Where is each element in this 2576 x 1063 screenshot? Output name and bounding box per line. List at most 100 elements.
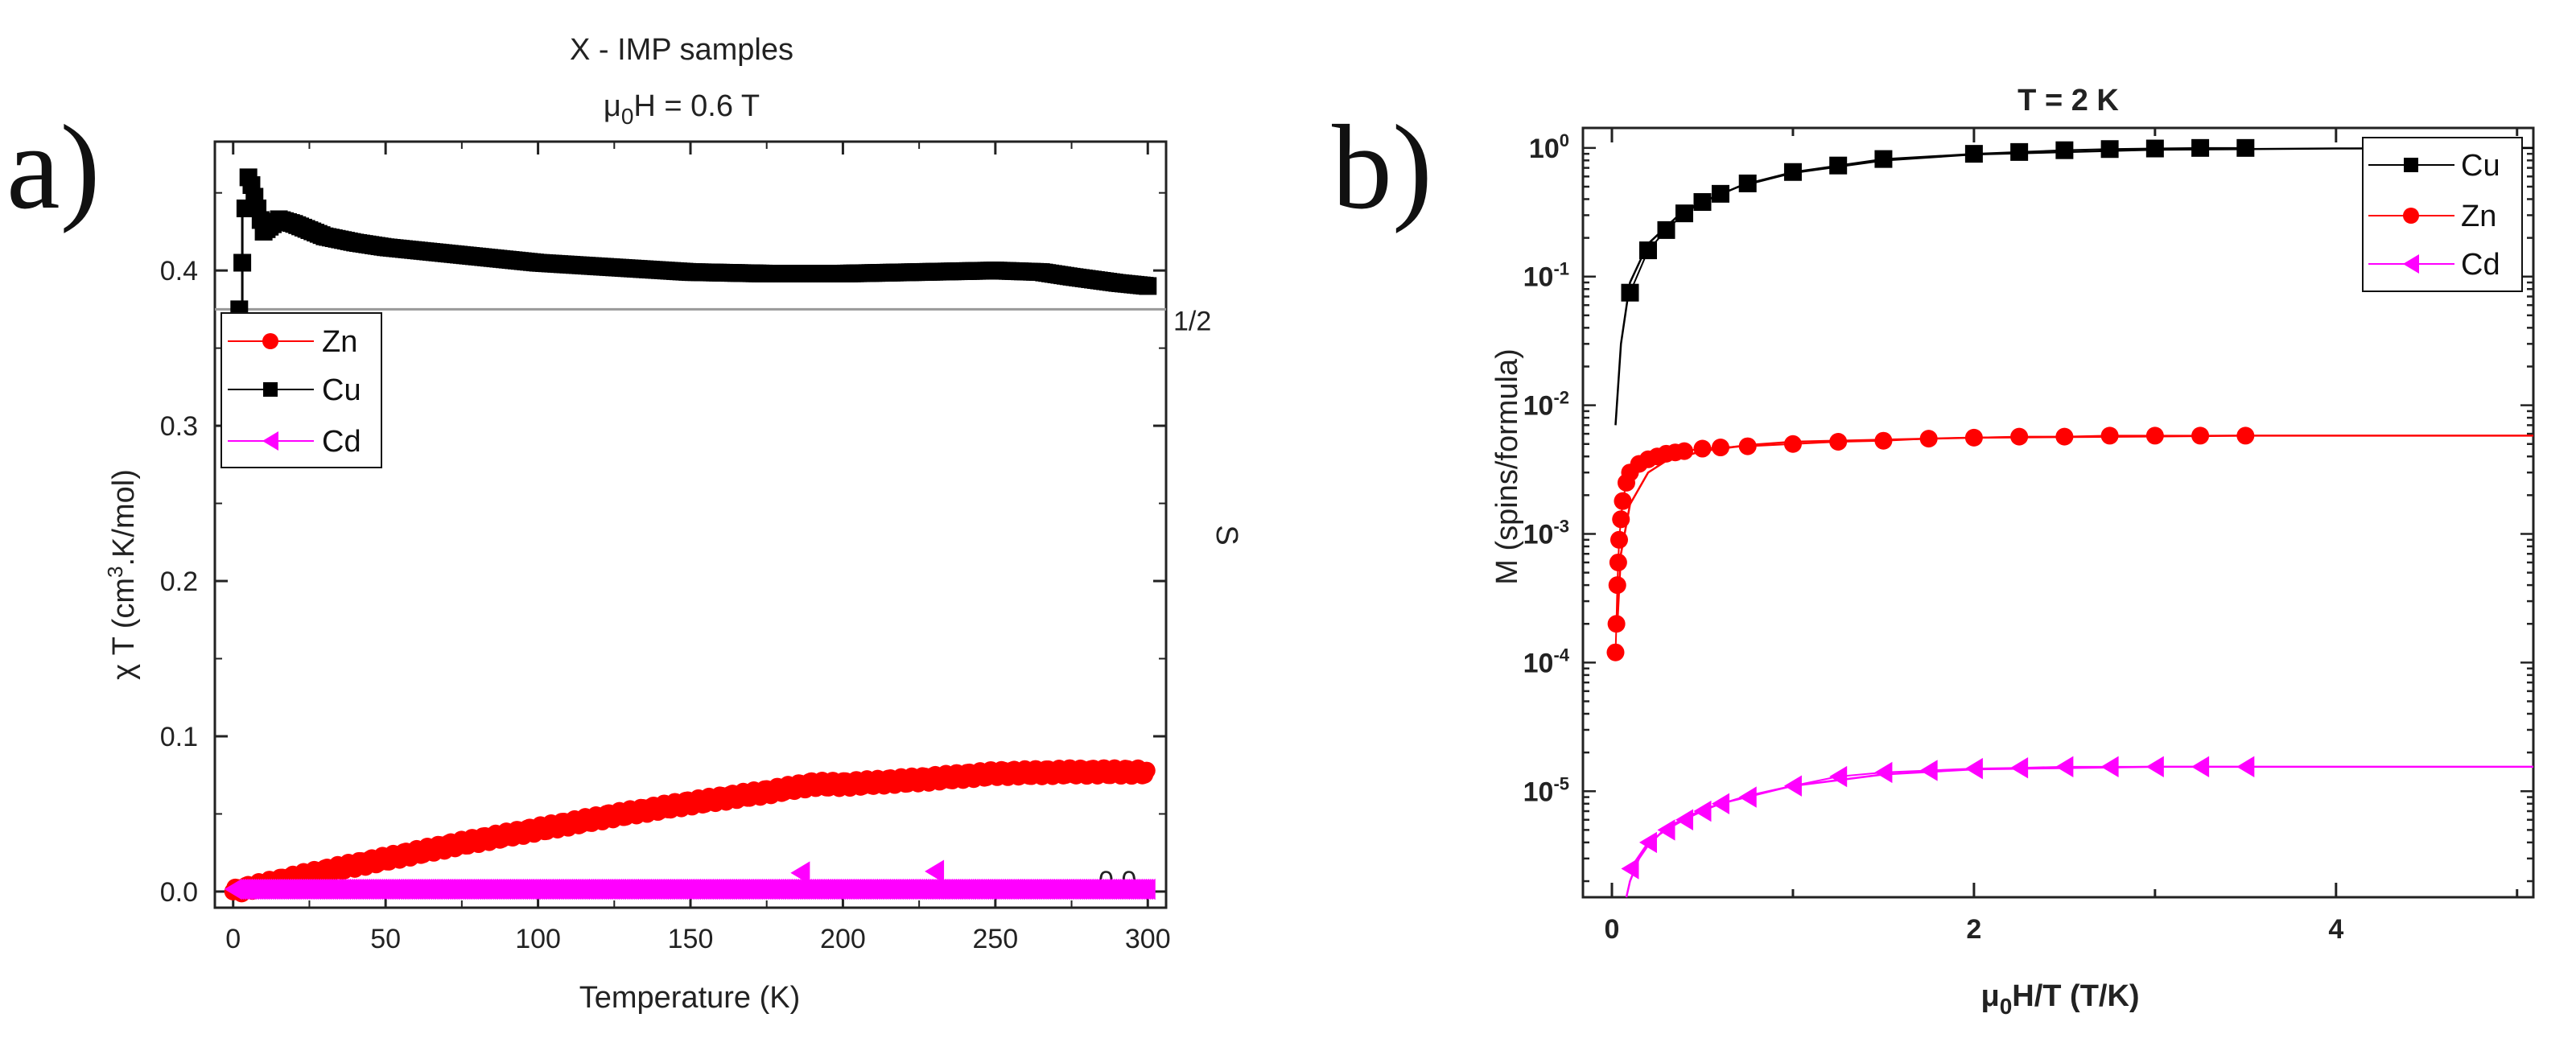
data-point-triangle (1783, 775, 1802, 797)
y-tick-label: 0.0 (160, 877, 198, 908)
square-marker-icon (2404, 158, 2418, 172)
data-point-square (2145, 139, 2164, 158)
series-line (1629, 765, 2246, 870)
data-point-circle (2055, 427, 2074, 446)
y-tick-label: 0.1 (160, 722, 198, 752)
data-point-circle (1829, 433, 1848, 451)
data-point-triangle (1675, 809, 1693, 830)
series-line (1614, 435, 2246, 653)
chart-b-title: T = 2 K (2018, 84, 2119, 117)
data-point-square (2100, 140, 2119, 159)
chart-a-xlabel: Temperature (K) (579, 981, 801, 1015)
data-point-triangle (2100, 756, 2119, 778)
data-point-circle (1919, 430, 1938, 448)
series-zn (224, 759, 1156, 903)
panel-label-a: a) (6, 101, 101, 234)
chart-a-legend: Zn Cu Cd (221, 312, 382, 468)
series-line (1629, 146, 2246, 294)
data-point-square (1693, 193, 1712, 212)
data-point-square (2010, 142, 2029, 161)
square-marker-icon (263, 382, 278, 397)
chart-b-legend: Cu Zn Cd (2362, 137, 2523, 292)
data-point-square (1675, 204, 1693, 223)
y-tick-base: 10 (1523, 777, 1554, 807)
legend-b-entry-zn: Zn (2368, 200, 2496, 233)
chart-a-y2label: S (1210, 525, 1243, 545)
y-tick-label: 10-3 (1523, 516, 1569, 550)
x-tick-label: 4 (2328, 914, 2343, 945)
fit-line (1616, 435, 2533, 624)
chart-a-ylabel: χ T (cm3.K/mol) (103, 469, 141, 680)
fit-line (1625, 765, 2533, 898)
chart-b-xlabel: μ0H/T (T/K) (1980, 979, 2139, 1019)
data-point-triangle (2145, 756, 2164, 778)
data-point-square (2055, 141, 2074, 159)
legend-a-entry-zn: Zn (228, 325, 357, 359)
x-tick-label: 200 (820, 924, 866, 954)
data-point-square (1621, 283, 1639, 302)
series-zn (1606, 426, 2533, 661)
data-point-circle (1609, 553, 1627, 571)
data-point-circle (1137, 761, 1156, 780)
data-point-triangle (1137, 878, 1156, 900)
y-tick-label: 0.4 (160, 256, 198, 286)
triangle-marker-icon (262, 431, 278, 451)
data-point-circle (1874, 431, 1893, 450)
y-tick-exponent: -4 (1553, 645, 1569, 665)
data-point-triangle (1874, 761, 1893, 784)
series-cu (1614, 138, 2534, 426)
y-tick-exponent: 0 (1560, 130, 1569, 150)
legend-label: Cd (2461, 248, 2500, 282)
data-point-square (1783, 163, 1802, 181)
data-point-circle (1606, 643, 1625, 661)
data-point-triangle (1621, 858, 1639, 880)
data-point-triangle (925, 859, 945, 884)
data-point-circle (2100, 426, 2119, 445)
y-tick-exponent: -3 (1553, 516, 1569, 536)
series-cu (230, 168, 1157, 333)
data-point-circle (1783, 435, 1802, 453)
data-point-square (1964, 145, 1983, 163)
circle-marker-icon (262, 333, 278, 349)
y-tick-label: 10-5 (1523, 773, 1569, 807)
data-point-triangle (1964, 757, 1983, 780)
data-point-triangle (1693, 800, 1712, 822)
data-point-circle (1614, 492, 1632, 510)
y-tick-base: 10 (1523, 391, 1554, 422)
data-point-triangle (1638, 831, 1657, 854)
data-point-triangle (1829, 765, 1848, 788)
circle-marker-icon (2403, 208, 2419, 224)
data-point-circle (2236, 426, 2255, 445)
data-point-triangle (1919, 760, 1938, 781)
y-tick-label: 0.3 (160, 411, 198, 442)
y-tick-label: 10-1 (1523, 259, 1569, 293)
data-point-circle (1612, 510, 1630, 529)
x-tick-label: 300 (1125, 924, 1171, 954)
data-point-circle (1738, 437, 1757, 455)
data-point-circle (1609, 530, 1628, 549)
x-tick-label: 150 (668, 924, 714, 954)
x-tick-label: 2 (1966, 914, 1981, 945)
data-point-square (1139, 277, 1157, 295)
data-point-triangle (1657, 819, 1675, 841)
data-point-triangle (2010, 756, 2029, 779)
chart-b-ylabel: M (spins/formula) (1490, 348, 1524, 585)
chart-a-subtitle: μ0H = 0.6 T (604, 89, 760, 129)
data-point-square (1829, 156, 1848, 175)
data-point-triangle (1738, 786, 1757, 808)
legend-label: Zn (2461, 200, 2496, 233)
x-tick-label: 0 (225, 924, 241, 954)
series-cd (224, 859, 1156, 900)
y-tick-exponent: -1 (1553, 259, 1569, 279)
legend-b-entry-cd: Cd (2368, 248, 2500, 282)
data-point-square (2191, 138, 2210, 157)
data-point-triangle (2236, 756, 2255, 778)
panel-label-b: b) (1332, 101, 1432, 234)
legend-label: Cd (322, 425, 361, 459)
y-tick-label: 0.2 (160, 567, 198, 597)
triangle-marker-icon (2403, 254, 2419, 274)
y-tick-base: 10 (1523, 648, 1554, 678)
x-tick-label: 100 (515, 924, 561, 954)
